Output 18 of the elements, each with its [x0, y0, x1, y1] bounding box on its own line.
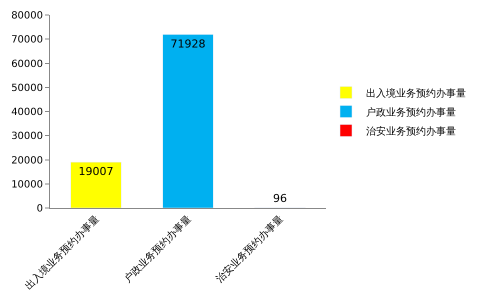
y-tick-label: 40000 — [11, 107, 43, 118]
y-tick-label: 30000 — [11, 131, 43, 142]
data-label: 19007 — [78, 165, 114, 178]
data-label: 71928 — [170, 37, 206, 50]
y-tick-label: 60000 — [11, 58, 43, 70]
data-label: 96 — [273, 192, 287, 205]
y-tick-label: 50000 — [11, 82, 43, 94]
y-tick-label: 0 — [36, 204, 43, 214]
legend-label: 出入境业务预约办事量 — [366, 87, 466, 100]
legend-label: 治安业务预约办事量 — [366, 125, 456, 138]
x-tick-label: 出入境业务预约办事量 — [22, 213, 102, 292]
x-tick-label: 治安业务预约办事量 — [214, 213, 286, 286]
y-tick-label: 10000 — [11, 179, 43, 190]
legend-label: 户政业务预约办事量 — [366, 106, 456, 118]
y-tick-label: 20000 — [11, 155, 43, 166]
y-tick-label: 70000 — [11, 34, 43, 46]
x-tick-label: 户政业务预约办事量 — [122, 213, 194, 286]
y-tick-label: 80000 — [11, 10, 43, 22]
